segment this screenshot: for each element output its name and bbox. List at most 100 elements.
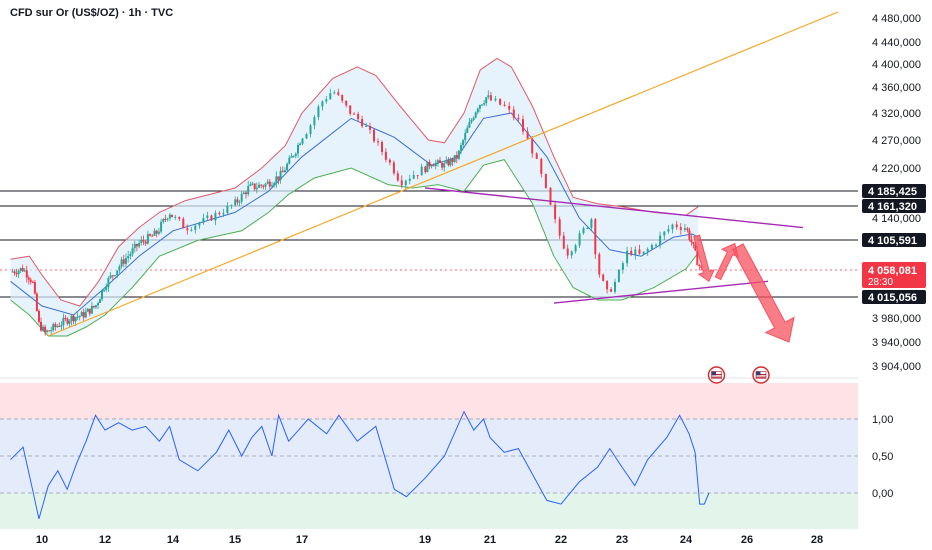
candle-body xyxy=(178,216,181,219)
candle-body xyxy=(166,218,169,220)
arrow-up-rebound[interactable] xyxy=(714,242,739,281)
candle-body xyxy=(116,270,119,276)
candle-body xyxy=(447,160,450,166)
candle-body xyxy=(38,310,40,322)
candle-body xyxy=(594,219,597,255)
us-flag-event-icon[interactable] xyxy=(707,366,726,384)
candle-body xyxy=(566,248,569,256)
candle-body xyxy=(517,117,520,120)
candle-body xyxy=(445,160,448,164)
candle-body xyxy=(671,224,674,230)
candle-body xyxy=(470,120,473,123)
candle-body xyxy=(396,173,399,181)
channel-upper-trendline[interactable] xyxy=(424,187,804,229)
candle-body xyxy=(337,92,340,95)
candle-body xyxy=(162,219,165,222)
candle-body xyxy=(27,277,30,280)
candle-body xyxy=(107,278,110,288)
candle-body xyxy=(420,166,423,176)
level-price-tag xyxy=(862,233,926,247)
candle-body xyxy=(264,183,267,187)
candle-body xyxy=(426,162,429,173)
candle-body xyxy=(68,320,71,324)
candle-body xyxy=(474,112,477,118)
candle-body xyxy=(286,163,289,171)
candle-body xyxy=(82,312,85,318)
us-flag-event-icon[interactable] xyxy=(752,366,770,384)
candle-body xyxy=(341,95,344,101)
candle-body xyxy=(114,275,116,277)
candle-body xyxy=(151,235,154,237)
candle-body xyxy=(186,228,189,231)
candle-body xyxy=(428,162,431,167)
candle-body xyxy=(365,126,368,127)
candle-body xyxy=(617,269,620,282)
candle-body xyxy=(131,248,134,254)
candle-body xyxy=(478,105,481,109)
candle-body xyxy=(194,225,197,230)
oscillator-tick-label: 0,00 xyxy=(872,488,893,500)
orange-trendline[interactable] xyxy=(48,11,839,337)
x-tick-label: 28 xyxy=(811,534,823,546)
x-tick-label: 17 xyxy=(296,534,308,546)
candle-body xyxy=(321,101,324,107)
candle-body xyxy=(570,251,573,256)
candle-body xyxy=(262,185,265,187)
candle-body xyxy=(281,170,284,173)
candle-body xyxy=(153,230,156,236)
y-tick-label: 3 940,000 xyxy=(872,337,921,349)
candle-body xyxy=(238,201,241,203)
candle-body xyxy=(663,231,666,236)
candle-body xyxy=(451,159,454,162)
candle-body xyxy=(317,106,320,118)
bollinger-lower-line xyxy=(10,159,699,337)
candle-body xyxy=(109,275,112,278)
candle-body xyxy=(392,162,395,174)
flag-canton xyxy=(756,371,761,376)
rsi-overbought-zone xyxy=(0,383,858,419)
candle-body xyxy=(434,162,437,166)
candle-body xyxy=(142,240,145,242)
candle-body xyxy=(62,318,65,325)
candle-body xyxy=(103,290,106,292)
candle-body xyxy=(369,126,371,130)
candle-body xyxy=(249,184,252,186)
candle-body xyxy=(253,183,256,190)
candle-body xyxy=(485,97,488,104)
candle-body xyxy=(218,212,221,215)
candle-body xyxy=(489,95,492,101)
candle-body xyxy=(299,143,302,145)
candle-body xyxy=(99,299,101,303)
candles xyxy=(11,88,703,336)
candle-body xyxy=(160,221,163,232)
candle-body xyxy=(236,199,239,203)
candle-body xyxy=(638,249,641,254)
candle-body xyxy=(634,249,637,255)
drawing-tools[interactable] xyxy=(48,11,839,384)
candle-body xyxy=(400,180,403,186)
candle-body xyxy=(377,141,379,143)
candle-body xyxy=(554,204,557,220)
candle-body xyxy=(78,316,81,317)
y-tick-label: 4 480,000 xyxy=(872,13,921,25)
x-tick-label: 24 xyxy=(680,534,693,546)
candle-body xyxy=(494,98,497,101)
candle-body xyxy=(522,119,524,132)
candle-body xyxy=(70,315,73,321)
level-price-tag xyxy=(862,290,926,304)
bollinger-bands xyxy=(10,57,699,337)
candle-body xyxy=(155,230,158,234)
candle-body xyxy=(443,163,446,168)
channel-lower-trendline[interactable] xyxy=(553,280,769,304)
candle-body xyxy=(345,100,348,106)
candle-body xyxy=(683,228,686,230)
candle-body xyxy=(416,175,419,177)
candle-body xyxy=(214,212,217,221)
candle-body xyxy=(125,258,127,264)
candle-body xyxy=(586,227,589,229)
arrow-down-target[interactable] xyxy=(731,243,795,343)
candle-body xyxy=(210,215,213,221)
arrow-down-short[interactable] xyxy=(693,234,716,283)
candle-body xyxy=(60,325,63,327)
